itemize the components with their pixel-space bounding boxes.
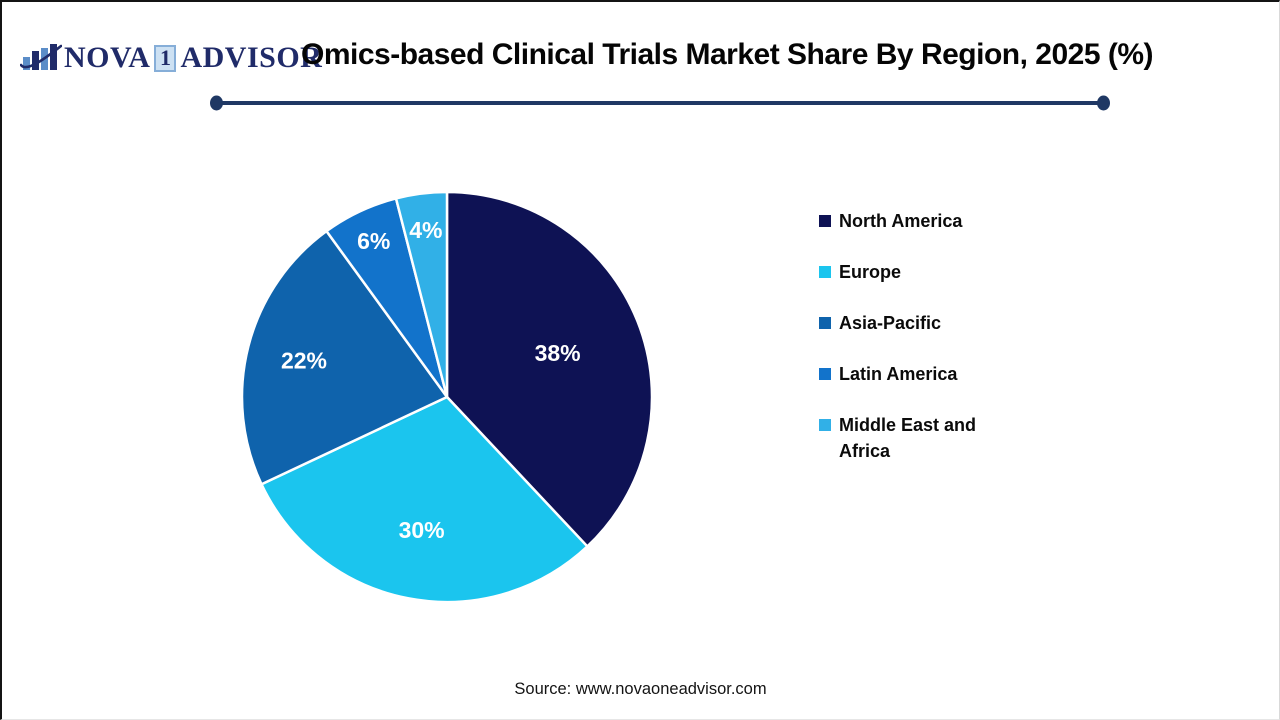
logo-one-box: 1 [154,44,177,72]
pie-data-label: 4% [409,217,442,243]
pie-data-label: 30% [399,517,445,543]
legend-label: Middle East and Africa [839,415,977,461]
legend-swatch [819,215,831,227]
pie-data-label: 22% [281,347,327,373]
logo-word-nova: NOVA [64,41,151,74]
pie-slice-asia-pacific[interactable] [240,229,449,486]
legend-label: Asia-Pacific [839,313,942,333]
legend-swatch [819,317,831,329]
legend-swatch [819,266,831,278]
legend-item-europe[interactable]: Europe [819,259,999,285]
legend-label: North America [839,211,963,231]
pie-data-label: 38% [535,340,581,366]
page-title: Omics-based Clinical Trials Market Share… [301,38,1154,71]
legend-swatch [819,419,831,431]
bar-chart-swoosh-icon [20,44,62,70]
pie-data-label: 6% [357,228,390,254]
legend-item-latin-america[interactable]: Latin America [819,361,999,387]
brand-logo: NOVA 1 ADVISOR [20,38,322,78]
legend-item-asia-pacific[interactable]: Asia-Pacific [819,310,999,336]
pie-chart: 38% 30% 22% 6% 4% [240,190,654,604]
pie-slice-middle-east-and-africa[interactable] [394,190,449,399]
source-text: Source: www.novaoneadvisor.com [514,680,767,698]
legend-label: Latin America [839,364,958,384]
legend-item-middle-east-and-africa[interactable]: Middle East and Africa [819,412,999,464]
legend-label: Europe [839,262,902,282]
pie-slice-europe[interactable] [260,395,589,604]
legend-swatch [819,368,831,380]
legend-item-north-america[interactable]: North America [819,208,999,234]
logo-word-advisor: ADVISOR [180,41,323,74]
title-underline-divider [214,101,1106,105]
legend: North America Europe Asia-Pacific Latin Ame… [819,208,999,489]
pie-chart-area: 38% 30% 22% 6% 4% [232,182,662,612]
pie-slice-north-america[interactable] [445,190,654,548]
